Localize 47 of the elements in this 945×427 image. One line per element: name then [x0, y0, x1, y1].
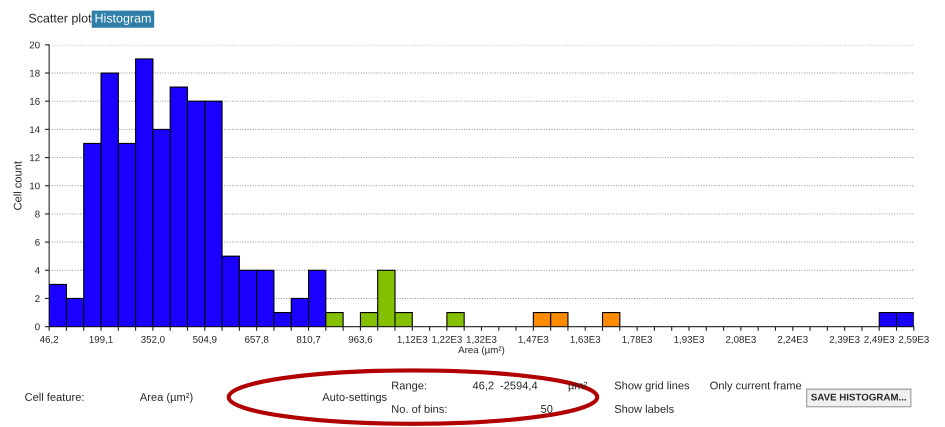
x-tick-label: 1,12E3 [398, 336, 428, 344]
text: Show grid lines [614, 381, 690, 392]
x-tick-label: 199,1 [90, 336, 113, 344]
y-tick-label: 8 [35, 210, 40, 218]
x-tick-label: 2,49E3 [864, 336, 894, 344]
y-tick-label: 4 [34, 267, 40, 274]
text: Area (µm²) [140, 392, 192, 404]
text: 2594,4 [504, 382, 538, 391]
x-tick-label: 2,24E3 [778, 336, 808, 344]
y-tick-label: 14 [30, 126, 40, 133]
text: Show labels [614, 404, 674, 413]
x-tick-label: 1,32E3 [466, 336, 496, 344]
text: Range: [392, 382, 426, 392]
text: Cell feature: [25, 392, 84, 401]
y-tick-label: 16 [30, 98, 40, 105]
text: Scatter plot [28, 13, 92, 26]
y-tick-label: 2 [35, 295, 40, 302]
x-tick-label: 46,2 [40, 336, 58, 344]
text: 50 [540, 405, 552, 413]
text: Auto-settings [322, 392, 387, 404]
y-axis-title: Cell count [13, 161, 22, 210]
text: SAVE HISTOGRAM... [811, 394, 906, 401]
x-tick-label: 657,8 [245, 336, 268, 344]
y-tick-label: 20 [30, 42, 40, 48]
x-tick-label: 810,7 [296, 336, 320, 344]
x-tick-label: 1,22E3 [432, 336, 462, 344]
x-axis-title: Area (µm²) [458, 346, 504, 356]
x-tick-label: 1,63E3 [570, 336, 600, 344]
y-tick-label: 0 [35, 323, 40, 330]
x-tick-label: 963,6 [348, 336, 372, 344]
text: Only current frame [710, 381, 802, 392]
y-tick-label: 6 [35, 238, 40, 246]
x-tick-label: 1,93E3 [674, 336, 704, 344]
x-tick-label: 352,0 [141, 336, 165, 344]
x-tick-label: 1,78E3 [622, 336, 652, 344]
text: - [500, 386, 504, 387]
x-tick-label: 2,59E3 [898, 336, 929, 344]
x-tick-label: 2,08E3 [726, 336, 756, 344]
text: No. of bins: [392, 404, 446, 413]
x-tick-label: 1,47E3 [518, 336, 548, 344]
y-tick-label: 18 [30, 70, 40, 77]
x-tick-label: 504,9 [193, 336, 216, 344]
text: Histogram [96, 13, 151, 26]
y-tick-label: 12 [30, 154, 40, 162]
y-tick-label: 10 [30, 182, 40, 190]
x-tick-label: 2,39E3 [830, 336, 860, 344]
text: 46,2 [472, 382, 494, 391]
